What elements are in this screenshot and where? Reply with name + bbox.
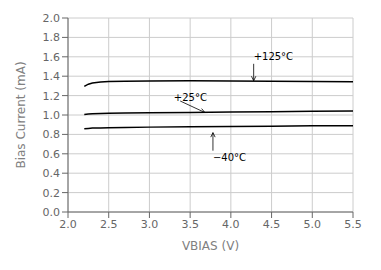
svg-text:1.2: 1.2 bbox=[43, 90, 61, 103]
svg-text:5.0: 5.0 bbox=[304, 218, 322, 231]
svg-text:+25°C: +25°C bbox=[174, 92, 207, 103]
svg-text:5.5: 5.5 bbox=[344, 218, 362, 231]
svg-text:1.8: 1.8 bbox=[43, 31, 61, 44]
svg-text:4.5: 4.5 bbox=[263, 218, 281, 231]
svg-text:Bias Current (mA): Bias Current (mA) bbox=[14, 61, 28, 168]
svg-text:−40°C: −40°C bbox=[213, 152, 246, 163]
svg-text:0.8: 0.8 bbox=[43, 128, 61, 141]
svg-text:0.4: 0.4 bbox=[43, 167, 61, 180]
svg-text:2.0: 2.0 bbox=[59, 218, 77, 231]
svg-text:3.0: 3.0 bbox=[141, 218, 159, 231]
svg-text:0.2: 0.2 bbox=[43, 187, 61, 200]
svg-text:VBIAS (V): VBIAS (V) bbox=[182, 239, 239, 253]
svg-text:4.0: 4.0 bbox=[222, 218, 240, 231]
svg-text:2.0: 2.0 bbox=[43, 12, 61, 25]
svg-text:1.6: 1.6 bbox=[43, 51, 61, 64]
svg-text:1.0: 1.0 bbox=[43, 109, 61, 122]
svg-text:0.6: 0.6 bbox=[43, 148, 61, 161]
svg-text:1.4: 1.4 bbox=[43, 70, 61, 83]
svg-text:3.5: 3.5 bbox=[181, 218, 199, 231]
svg-text:+125°C: +125°C bbox=[254, 51, 293, 62]
svg-text:0.0: 0.0 bbox=[43, 206, 61, 219]
svg-text:2.5: 2.5 bbox=[100, 218, 118, 231]
